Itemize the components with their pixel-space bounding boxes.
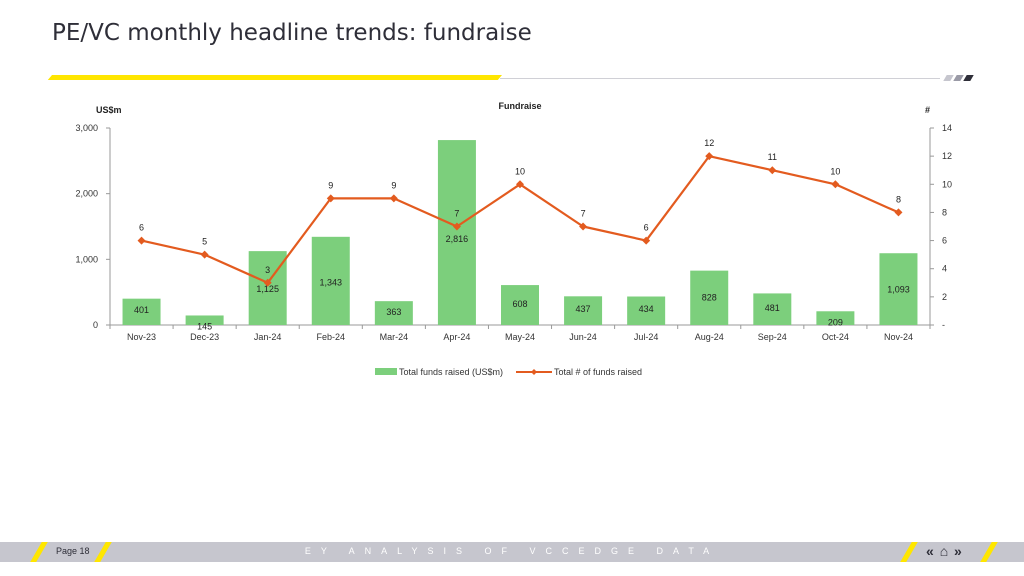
y2-axis-title: # xyxy=(925,105,930,115)
legend-marker-line xyxy=(531,369,537,375)
line-point-sep-24 xyxy=(768,166,777,175)
bar-value-label: 1,343 xyxy=(320,277,343,287)
line-point-oct-24 xyxy=(831,180,840,189)
y2-tick-label: 12 xyxy=(942,151,952,161)
legend-swatch-bars xyxy=(375,368,397,375)
bar-mar-24 xyxy=(374,301,413,325)
line-point-jul-24 xyxy=(642,236,651,245)
line-value-label: 7 xyxy=(581,209,586,219)
bar-nov-24 xyxy=(879,253,918,325)
y-tick-label: 3,000 xyxy=(75,123,98,133)
bar-value-label: 209 xyxy=(828,317,843,327)
line-point-feb-24 xyxy=(326,194,335,203)
bar-value-label: 437 xyxy=(576,304,591,314)
y2-tick-label: 10 xyxy=(942,179,952,189)
line-point-jun-24 xyxy=(579,222,588,231)
x-tick-label: Oct-24 xyxy=(822,332,849,342)
bar-aug-24 xyxy=(690,270,729,325)
line-point-nov-23 xyxy=(137,236,146,245)
y2-tick-label: 8 xyxy=(942,207,947,217)
line-value-label: 6 xyxy=(139,223,144,233)
bar-value-label: 1,093 xyxy=(887,285,910,295)
bar-nov-23 xyxy=(122,298,161,325)
line-value-label: 3 xyxy=(265,265,270,275)
y-tick-label: 0 xyxy=(93,320,98,330)
line-point-jan-24 xyxy=(263,278,272,287)
line-value-label: 5 xyxy=(202,237,207,247)
title-underline-rule xyxy=(500,78,940,79)
x-tick-label: Jul-24 xyxy=(634,332,659,342)
bar-dec-23 xyxy=(185,315,224,325)
x-tick-label: Apr-24 xyxy=(443,332,470,342)
bar-jun-24 xyxy=(564,296,603,325)
y-tick-label: 1,000 xyxy=(75,254,98,264)
line-value-label: 12 xyxy=(704,138,714,148)
bar-value-label: 828 xyxy=(702,293,717,303)
y2-tick-label: - xyxy=(942,320,945,330)
legend-label-bars: Total funds raised (US$m) xyxy=(399,367,503,377)
bar-value-label: 608 xyxy=(512,299,527,309)
line-point-aug-24 xyxy=(705,152,714,161)
bar-jan-24 xyxy=(248,251,287,325)
x-tick-label: Dec-23 xyxy=(190,332,219,342)
line-value-label: 11 xyxy=(768,152,777,162)
title-underline-accent xyxy=(47,75,502,80)
y-tick-label: 2,000 xyxy=(75,189,98,199)
chevron-left-double-icon[interactable]: « xyxy=(926,543,934,559)
x-tick-label: Feb-24 xyxy=(317,332,346,342)
bar-value-label: 481 xyxy=(765,303,780,313)
bar-apr-24 xyxy=(437,140,476,325)
y-axis-title: US$m xyxy=(96,105,122,115)
y2-tick-label: 14 xyxy=(942,123,952,133)
line-value-label: 10 xyxy=(515,166,525,176)
line-value-label: 9 xyxy=(328,180,333,190)
page-number: Page 18 xyxy=(56,546,90,556)
y2-tick-label: 6 xyxy=(942,236,947,246)
bar-may-24 xyxy=(501,285,539,325)
line-point-apr-24 xyxy=(452,222,461,231)
line-point-nov-24 xyxy=(894,208,903,217)
line-value-label: 10 xyxy=(830,166,840,176)
x-tick-label: Mar-24 xyxy=(380,332,409,342)
bar-jul-24 xyxy=(627,296,666,325)
line-value-label: 8 xyxy=(896,194,901,204)
x-tick-label: Jun-24 xyxy=(569,332,597,342)
footer-nav: « ⌂ » xyxy=(926,543,964,559)
home-icon[interactable]: ⌂ xyxy=(939,543,949,559)
fundraise-chart: Fundraise US$m #0 1,000 2,000 3,000 - 2 4 6 8 10 12 1… xyxy=(75,101,952,377)
bar-value-label: 145 xyxy=(197,321,212,331)
x-tick-label: Aug-24 xyxy=(695,332,724,342)
bar-value-label: 434 xyxy=(639,304,654,314)
y2-tick-label: 2 xyxy=(942,292,947,302)
y2-tick-label: 4 xyxy=(942,264,947,274)
line-point-dec-23 xyxy=(200,250,209,259)
line-point-may-24 xyxy=(516,180,524,189)
line-value-label: 9 xyxy=(391,180,396,190)
bar-sep-24 xyxy=(753,293,792,325)
x-tick-label: Sep-24 xyxy=(758,332,787,342)
bar-value-label: 401 xyxy=(134,305,149,315)
page-title: PE/VC monthly headline trends: fundraise xyxy=(52,20,532,46)
line-value-label: 7 xyxy=(454,209,459,219)
bar-value-label: 363 xyxy=(386,307,401,317)
line-value-label: 6 xyxy=(644,223,649,233)
bar-value-label: 2,816 xyxy=(446,234,469,244)
chart-title: Fundraise xyxy=(498,101,541,111)
footer-bar: Page 18 EY ANALYSIS OF VCCEDGE DATA « ⌂ … xyxy=(0,542,1024,562)
line-point-mar-24 xyxy=(389,194,398,203)
decorative-slashes xyxy=(943,75,975,81)
x-tick-label: Nov-24 xyxy=(884,332,913,342)
x-tick-label: Nov-23 xyxy=(127,332,156,342)
chevron-right-double-icon[interactable]: » xyxy=(954,543,962,559)
legend-label-line: Total # of funds raised xyxy=(554,367,642,377)
x-tick-label: Jan-24 xyxy=(254,332,282,342)
footer-caption: EY ANALYSIS OF VCCEDGE DATA xyxy=(304,546,720,556)
bar-feb-24 xyxy=(311,236,350,325)
bar-value-label: 1,125 xyxy=(256,284,279,294)
x-tick-label: May-24 xyxy=(505,332,535,342)
bar-oct-24 xyxy=(816,311,855,325)
